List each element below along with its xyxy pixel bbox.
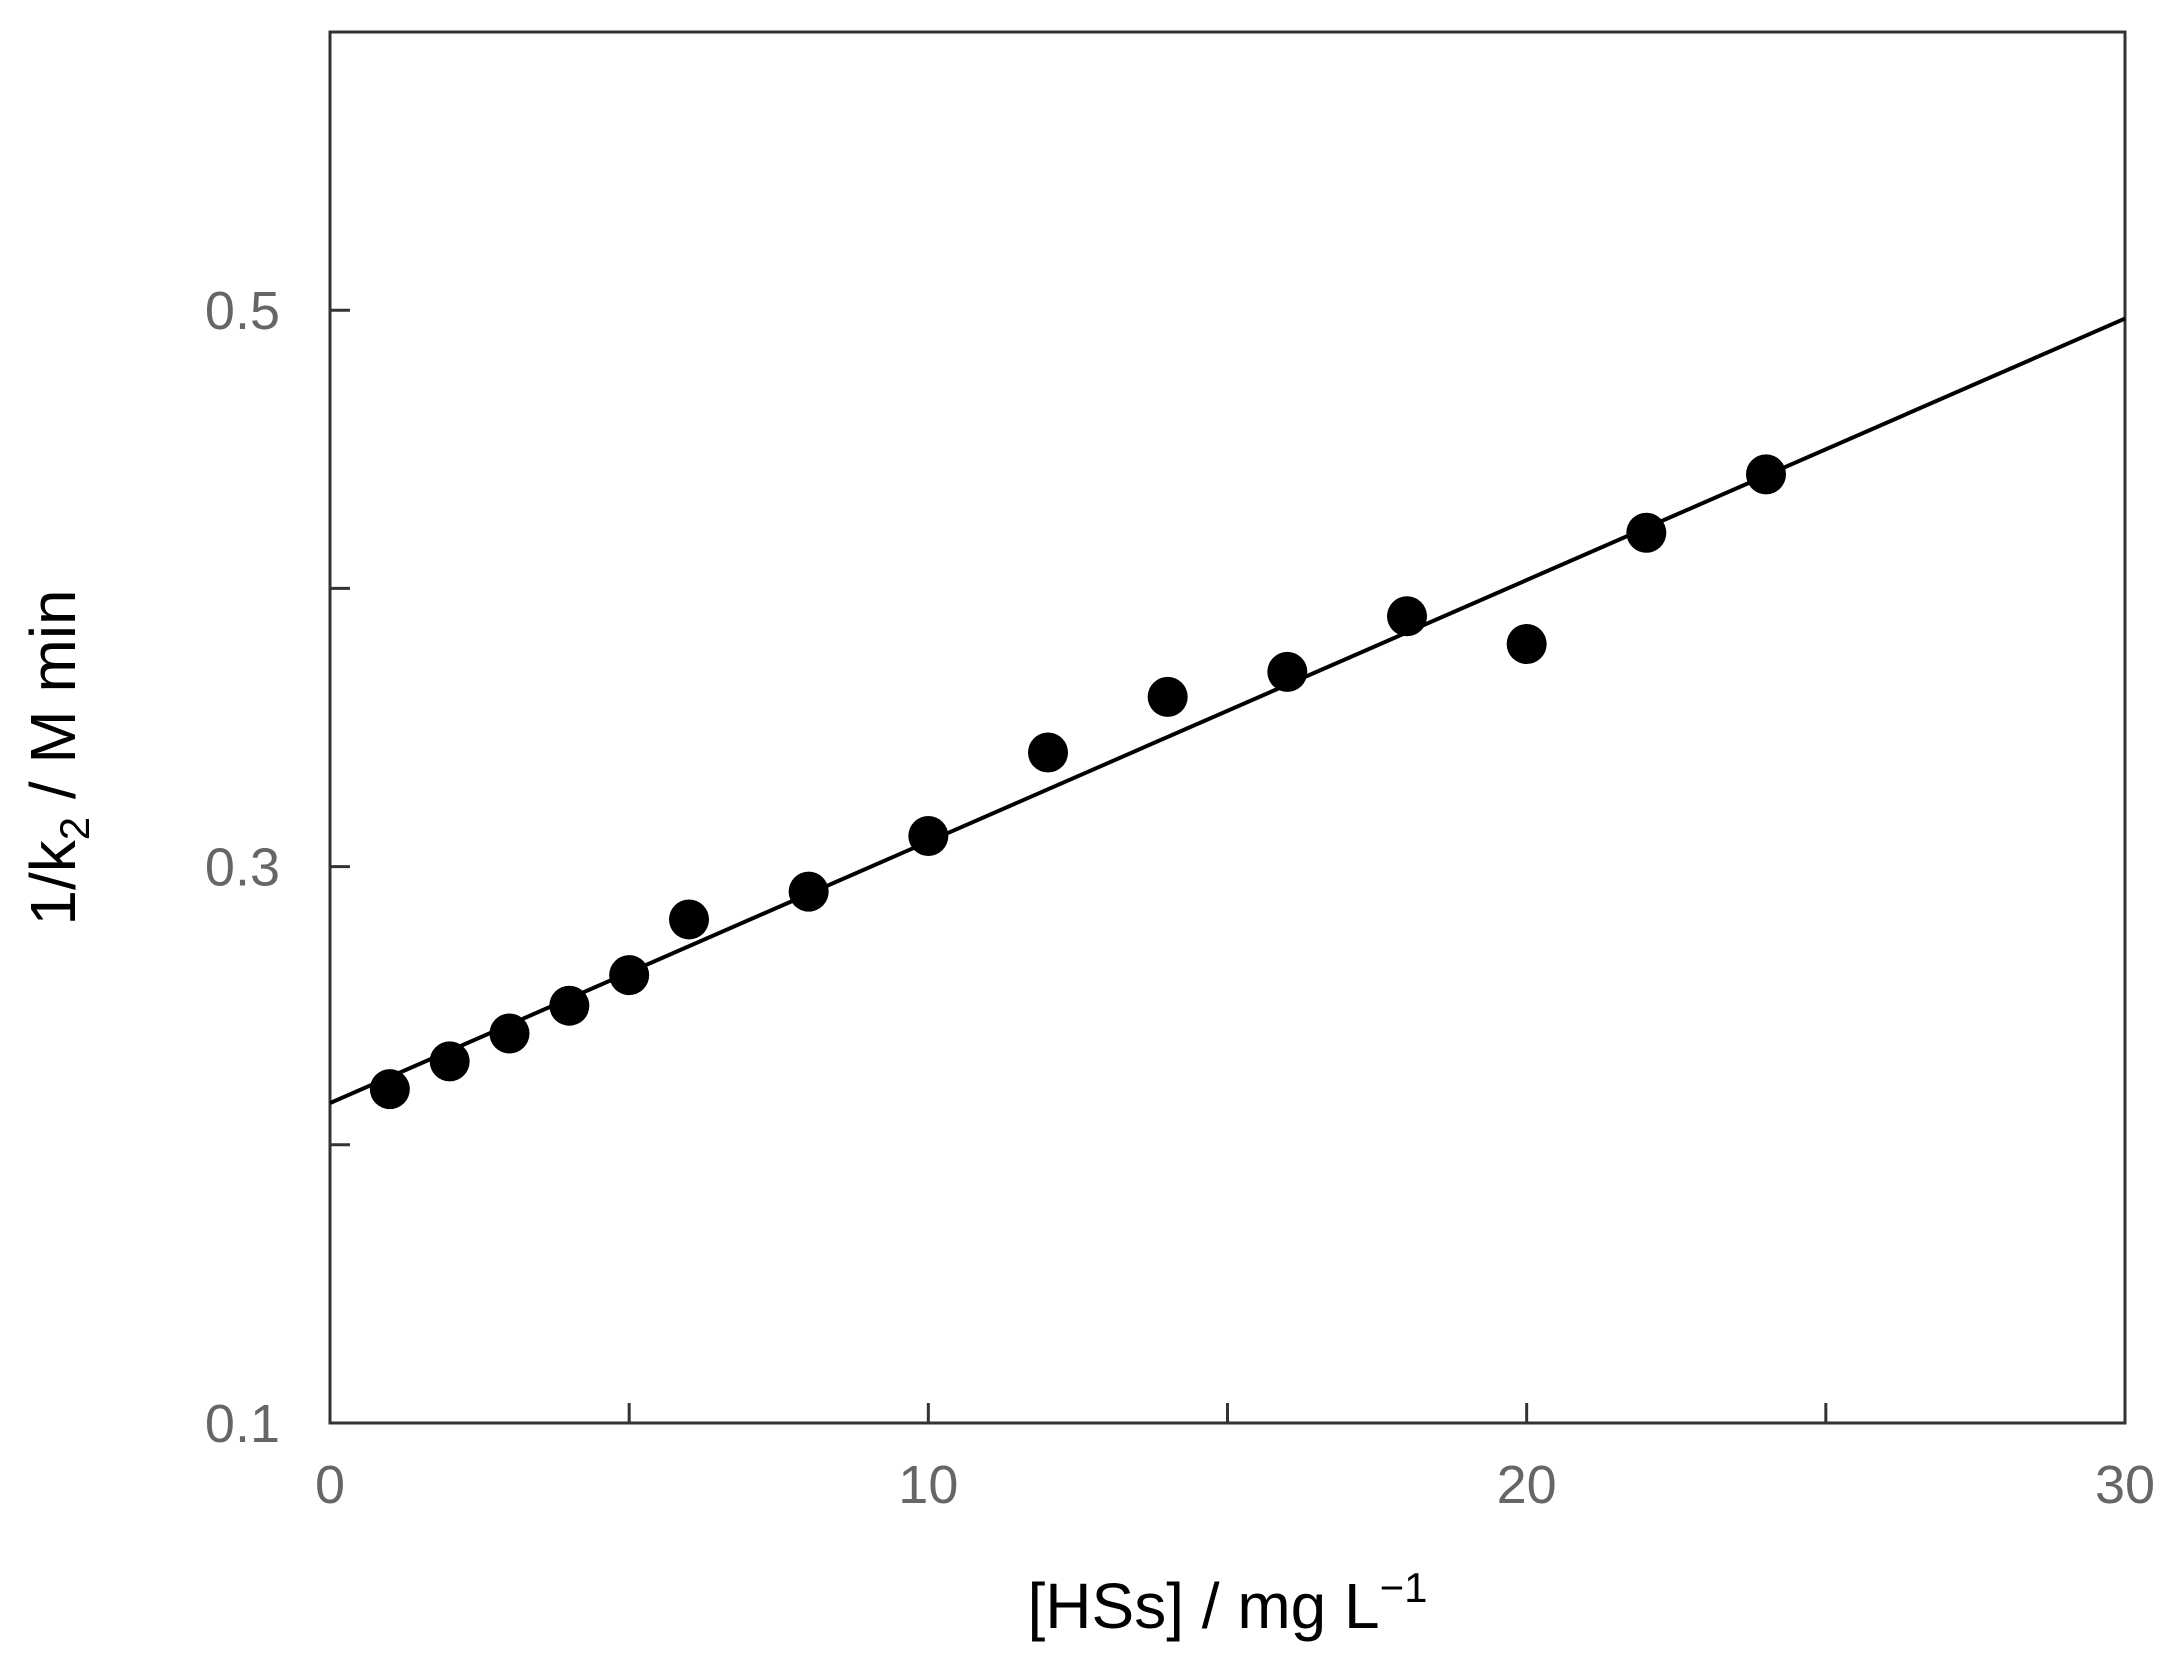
data-point-1 [429,1041,470,1082]
data-point-7 [908,815,949,856]
y-axis-tick-labels: 0.1 0.3 0.5 [205,281,280,1454]
data-point-4 [609,955,650,996]
data-point-6 [788,871,829,912]
y-axis-title-suffix: / M min [17,589,89,817]
data-point-5 [669,899,709,940]
x-axis-title: [HSs] / mg L−1 [1028,1564,1428,1642]
data-point-0 [369,1069,410,1110]
x-tick-label-2: 20 [1497,1455,1557,1515]
x-axis-tick-labels: 0 10 20 30 [315,1455,2155,1515]
data-point-10 [1267,651,1308,692]
data-point-2 [489,1013,530,1054]
y-axis-title-subscript: 2 [51,817,98,840]
data-point-8 [1028,732,1068,773]
x-tick-label-0: 0 [315,1455,345,1515]
data-point-9 [1147,676,1188,717]
y-tick-label-2: 0.5 [205,281,280,341]
data-point-11 [1387,596,1427,637]
data-point-14 [1746,454,1786,495]
x-axis-ticks [328,1403,2127,1423]
fit-line [329,316,2126,1105]
y-axis-title: 1/k2 / M min [17,589,98,925]
data-point-3 [549,985,590,1026]
y-tick-label-0: 0.1 [205,1394,280,1454]
x-axis-title-main: [HSs] / mg L [1028,1570,1380,1642]
x-tick-label-1: 10 [898,1455,958,1515]
plot-frame [328,30,2127,1425]
data-point-13 [1626,512,1667,553]
data-points [369,454,1786,1110]
y-tick-label-1: 0.3 [205,838,280,898]
y-axis-ticks [330,308,350,1425]
x-tick-label-3: 30 [2095,1455,2155,1515]
data-point-12 [1506,624,1547,665]
x-axis-title-superscript: −1 [1380,1564,1428,1611]
y-axis-title-prefix: 1/k [17,839,89,925]
